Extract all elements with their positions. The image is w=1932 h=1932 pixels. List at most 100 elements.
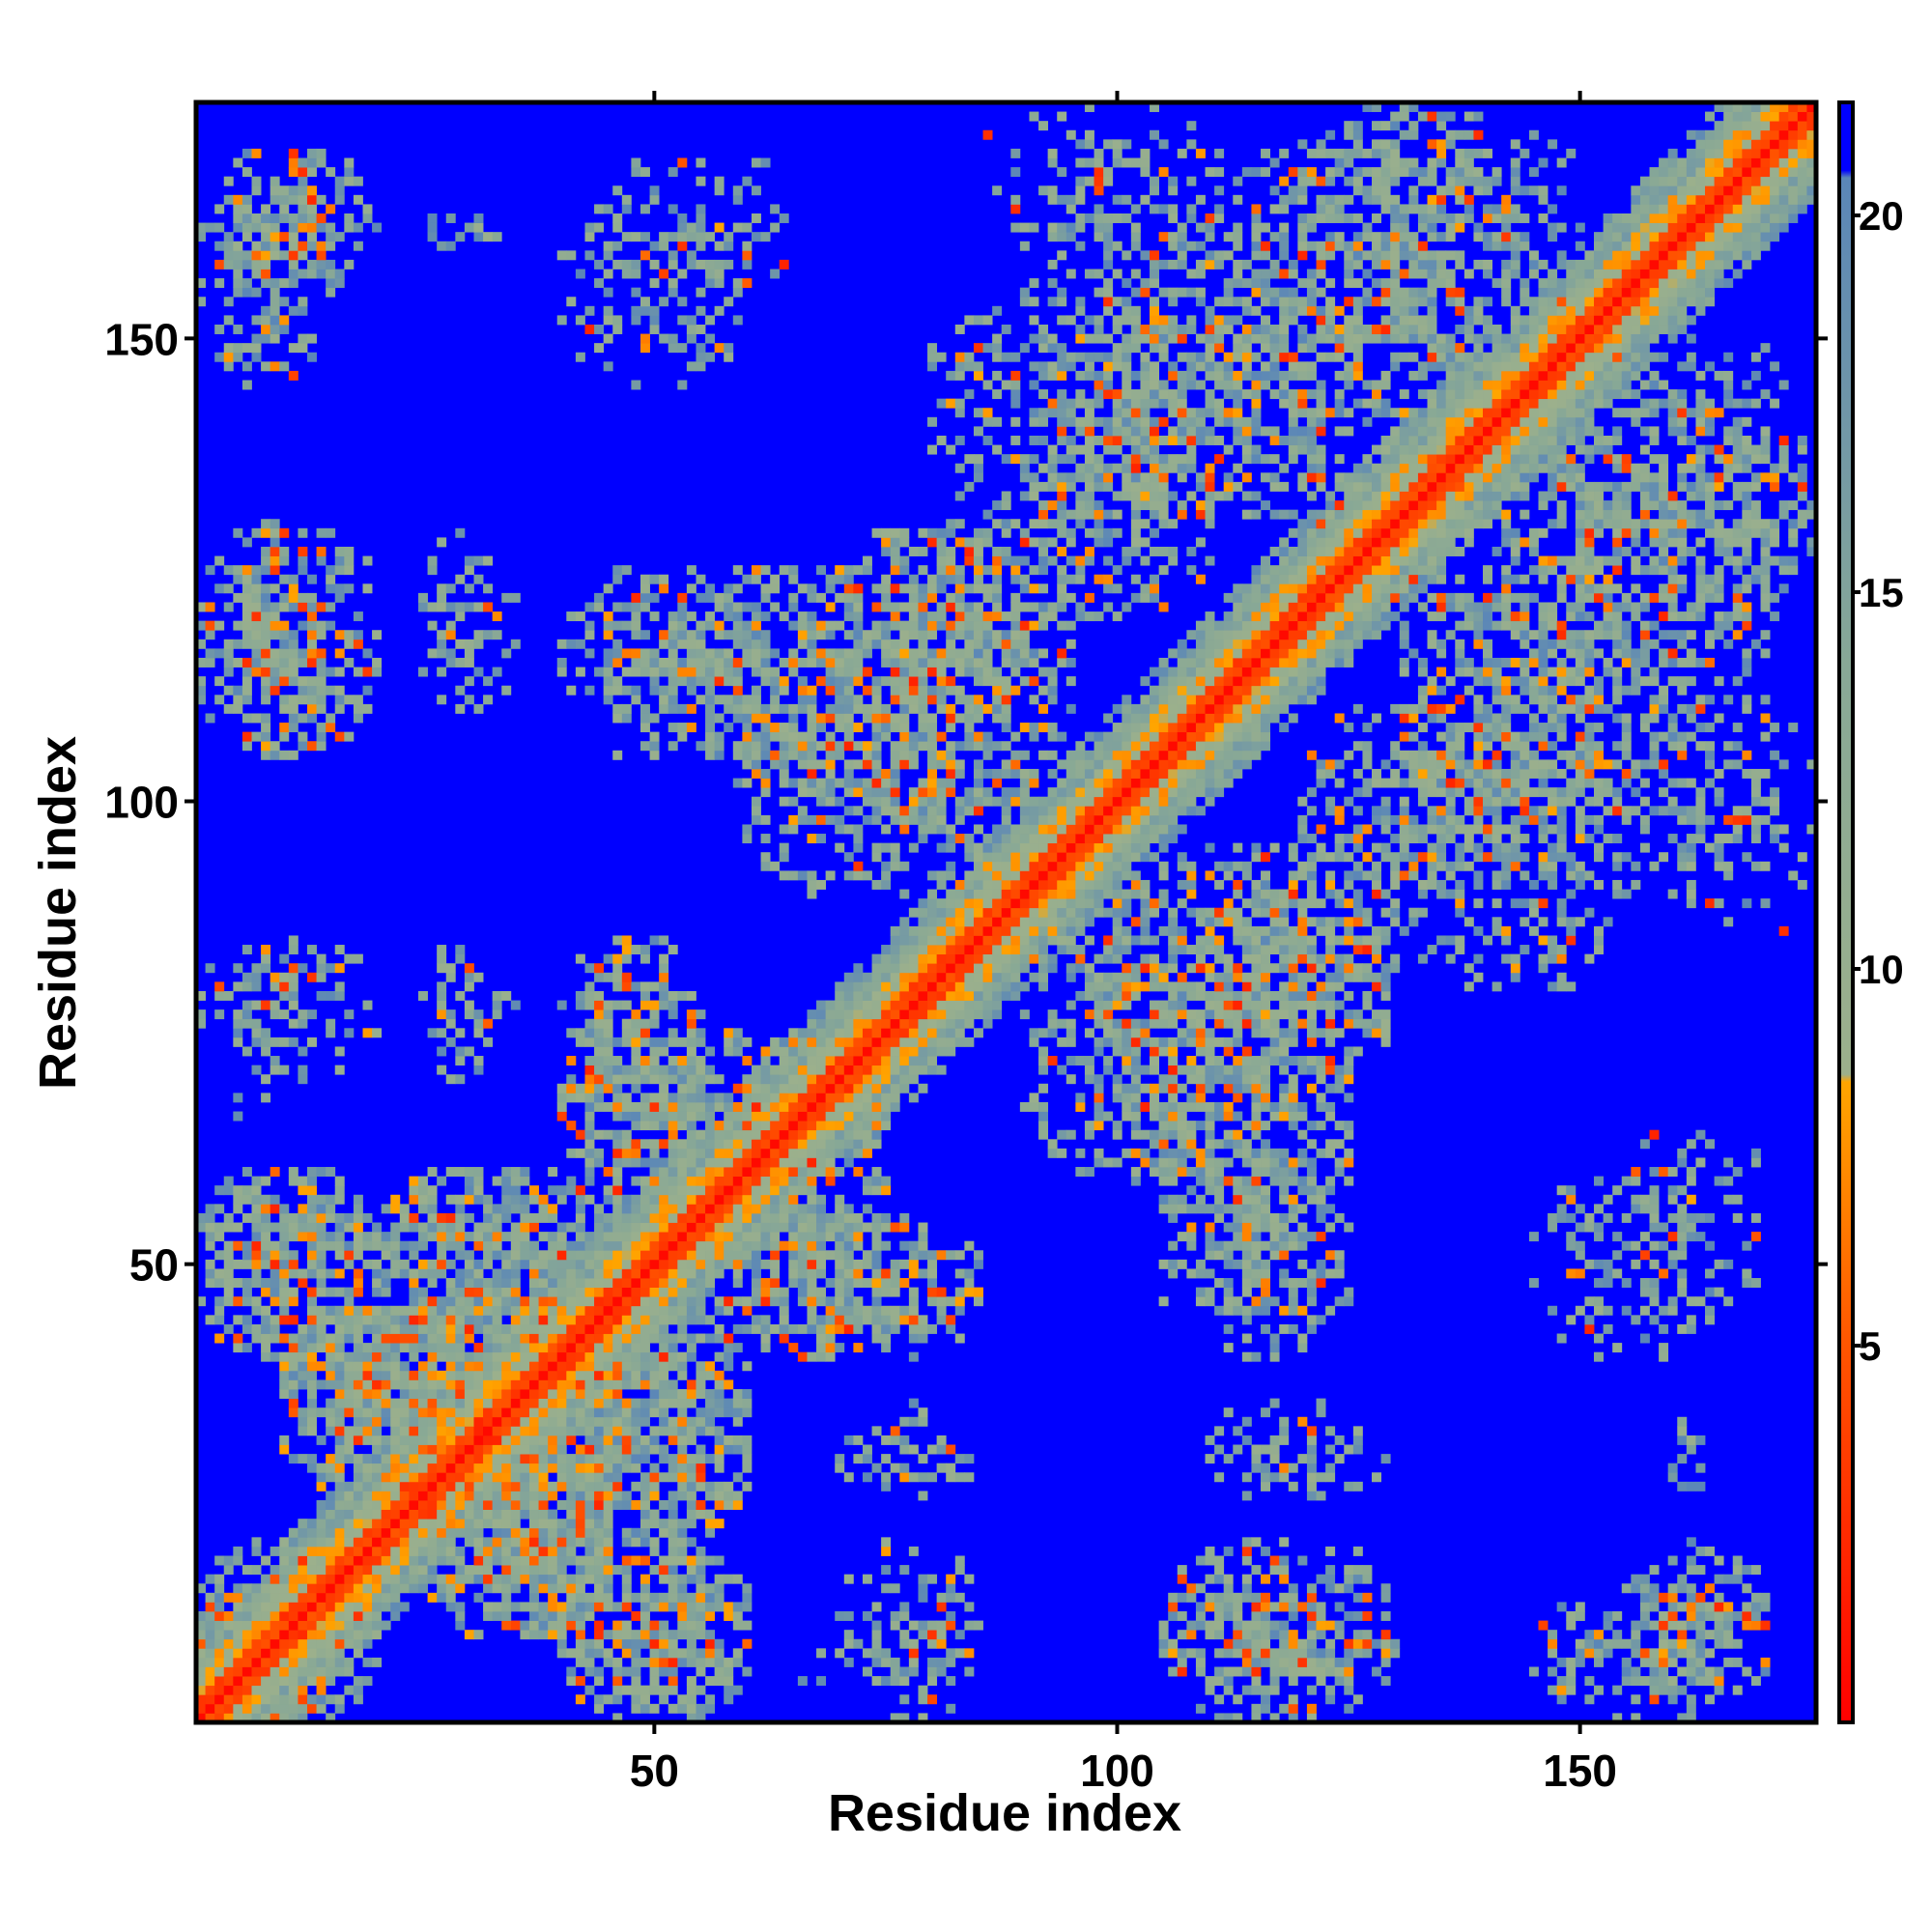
heatmap-cell bbox=[1380, 1454, 1391, 1464]
heatmap-cell bbox=[639, 1519, 650, 1529]
heatmap-cell bbox=[612, 1037, 623, 1047]
heatmap-cell bbox=[1362, 1630, 1373, 1640]
heatmap-cell bbox=[890, 981, 900, 992]
heatmap-cell bbox=[862, 1305, 872, 1316]
heatmap-cell bbox=[334, 1435, 345, 1445]
heatmap-cell bbox=[501, 1426, 512, 1436]
heatmap-cell bbox=[603, 1185, 613, 1196]
heatmap-cell bbox=[594, 1278, 605, 1288]
heatmap-cell bbox=[362, 1583, 373, 1594]
heatmap-cell bbox=[223, 1713, 234, 1723]
heatmap-cell bbox=[427, 1278, 438, 1288]
heatmap-cell bbox=[1677, 1481, 1688, 1492]
heatmap-cell bbox=[908, 1472, 919, 1483]
heatmap-cell bbox=[1705, 1212, 1715, 1223]
heatmap-cell bbox=[1223, 1250, 1234, 1261]
heatmap-cell bbox=[918, 1056, 928, 1066]
heatmap-cell bbox=[409, 1222, 419, 1233]
heatmap-cell bbox=[631, 1454, 641, 1464]
heatmap-cell bbox=[1168, 1000, 1179, 1010]
heatmap-cell bbox=[492, 1546, 502, 1556]
heatmap-cell bbox=[566, 1491, 577, 1501]
heatmap-cell bbox=[751, 1111, 761, 1122]
heatmap-cell bbox=[594, 1093, 605, 1103]
heatmap-cell bbox=[1029, 1037, 1039, 1047]
heatmap-cell bbox=[639, 1435, 650, 1445]
heatmap-cell bbox=[1214, 1065, 1225, 1075]
heatmap-cell bbox=[316, 1620, 327, 1631]
heatmap-cell bbox=[631, 1398, 641, 1408]
heatmap-cell bbox=[233, 1694, 243, 1705]
heatmap-cell bbox=[714, 1676, 724, 1687]
heatmap-cell bbox=[473, 1278, 484, 1288]
heatmap-cell bbox=[631, 1481, 641, 1492]
heatmap-cell bbox=[649, 1481, 660, 1492]
heatmap-cell bbox=[714, 1074, 724, 1085]
heatmap-cell bbox=[242, 1592, 252, 1603]
heatmap-cell bbox=[603, 1454, 613, 1464]
heatmap-cell bbox=[816, 1167, 827, 1178]
heatmap-cell bbox=[270, 1167, 280, 1178]
heatmap-cell bbox=[1288, 1713, 1298, 1723]
heatmap-cell bbox=[492, 1611, 502, 1621]
heatmap-cell bbox=[1241, 1204, 1252, 1214]
heatmap-cell bbox=[1297, 1185, 1308, 1196]
heatmap-cell bbox=[1214, 1676, 1225, 1687]
heatmap-cell bbox=[279, 981, 290, 992]
heatmap-cell bbox=[556, 1101, 567, 1112]
heatmap-cell bbox=[843, 1574, 854, 1584]
heatmap-cell bbox=[381, 1509, 391, 1520]
heatmap-cell bbox=[1269, 1212, 1280, 1223]
heatmap-cell bbox=[1261, 1194, 1271, 1205]
heatmap-cell bbox=[279, 1583, 290, 1594]
heatmap-cell bbox=[1279, 990, 1290, 1001]
heatmap-cell bbox=[279, 1361, 290, 1372]
heatmap-cell bbox=[556, 1343, 567, 1353]
heatmap-cell bbox=[649, 1018, 660, 1029]
heatmap-cell bbox=[668, 1232, 678, 1242]
heatmap-cell bbox=[594, 1315, 605, 1325]
heatmap-cell bbox=[427, 1407, 438, 1418]
heatmap-cell bbox=[594, 1037, 605, 1047]
heatmap-cell bbox=[326, 1167, 336, 1178]
heatmap-cell bbox=[612, 1638, 623, 1649]
heatmap-cell bbox=[473, 1287, 484, 1297]
heatmap-cell bbox=[890, 1101, 900, 1112]
heatmap-cell bbox=[306, 1703, 317, 1714]
heatmap-cell bbox=[1297, 1416, 1308, 1427]
heatmap-cell bbox=[492, 1000, 502, 1010]
heatmap-cell bbox=[612, 1222, 623, 1233]
heatmap-cell bbox=[631, 1148, 641, 1158]
heatmap-cell bbox=[1261, 1157, 1271, 1168]
heatmap-cell bbox=[760, 1315, 771, 1325]
heatmap-cell bbox=[437, 1398, 447, 1408]
heatmap-cell bbox=[1112, 1028, 1122, 1038]
heatmap-cell bbox=[760, 1046, 771, 1057]
heatmap-cell bbox=[473, 1592, 484, 1603]
heatmap-cell bbox=[510, 1343, 521, 1353]
heatmap-cell bbox=[631, 1232, 641, 1242]
heatmap-cell bbox=[1344, 1296, 1354, 1307]
heatmap-cell bbox=[853, 1259, 864, 1269]
heatmap-cell bbox=[649, 1093, 660, 1103]
heatmap-cell bbox=[835, 1240, 845, 1251]
heatmap-cell bbox=[1168, 1194, 1179, 1205]
heatmap-cell bbox=[631, 1351, 641, 1362]
heatmap-cell bbox=[621, 1426, 632, 1436]
heatmap-cell bbox=[455, 1602, 466, 1612]
heatmap-cell bbox=[797, 1093, 808, 1103]
heatmap-cell bbox=[788, 1111, 799, 1122]
heatmap-cell bbox=[417, 1555, 428, 1566]
heatmap-cell bbox=[455, 1074, 466, 1085]
heatmap-cell bbox=[417, 1232, 428, 1242]
heatmap-cell bbox=[1158, 1101, 1169, 1112]
heatmap-cell bbox=[881, 1537, 892, 1548]
heatmap-cell bbox=[326, 1315, 336, 1325]
heatmap-cell bbox=[584, 1574, 595, 1584]
heatmap-cell bbox=[1575, 1250, 1585, 1261]
heatmap-cell bbox=[677, 1398, 688, 1408]
heatmap-cell bbox=[788, 1148, 799, 1158]
heatmap-cell bbox=[510, 1555, 521, 1566]
heatmap-cell bbox=[696, 1500, 706, 1510]
heatmap-cell bbox=[631, 1157, 641, 1168]
